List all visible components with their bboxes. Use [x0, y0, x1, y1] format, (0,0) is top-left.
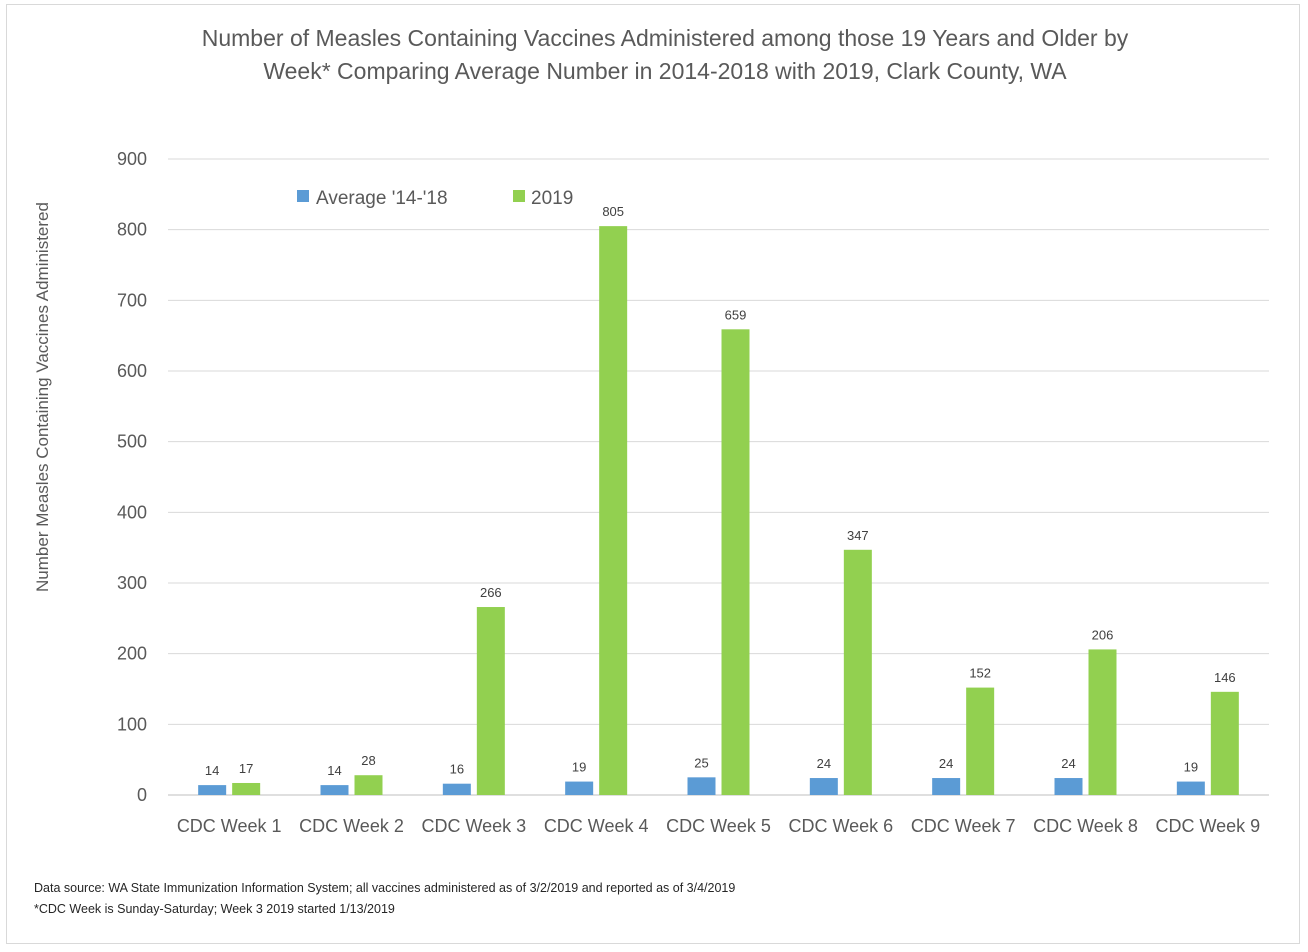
- data-label-2019-3: 266: [480, 585, 502, 600]
- bar-2019-3: [476, 607, 505, 795]
- y-tick-label: 200: [117, 644, 147, 664]
- y-tick-label: 600: [117, 361, 147, 381]
- x-category-label: CDC Week 2: [299, 816, 404, 836]
- bar-average-5: [687, 777, 716, 795]
- bar-average-9: [1176, 781, 1205, 795]
- chart-title-line-2: Week* Comparing Average Number in 2014-2…: [263, 58, 1067, 84]
- legend-swatch-2019: [513, 190, 525, 202]
- footnote: *CDC Week is Sunday-Saturday; Week 3 201…: [34, 902, 395, 916]
- data-label-average-9: 19: [1184, 760, 1198, 775]
- chart-title-line-1: Number of Measles Containing Vaccines Ad…: [201, 25, 1129, 51]
- x-category-label: CDC Week 5: [666, 816, 771, 836]
- data-label-2019-2: 28: [361, 753, 375, 768]
- bar-2019-2: [354, 775, 383, 795]
- data-label-average-5: 25: [694, 755, 708, 770]
- x-category-label: CDC Week 9: [1155, 816, 1260, 836]
- bar-2019-7: [966, 687, 995, 795]
- bar-2019-6: [843, 549, 872, 795]
- x-category-label: CDC Week 4: [544, 816, 649, 836]
- bars: [198, 226, 1239, 796]
- chart-frame: [6, 4, 1300, 944]
- data-label-average-3: 16: [450, 762, 464, 777]
- data-label-average-7: 24: [939, 756, 953, 771]
- x-category-label: CDC Week 6: [788, 816, 893, 836]
- y-tick-label: 0: [137, 785, 147, 805]
- bar-average-3: [442, 783, 471, 795]
- y-tick-label: 500: [117, 432, 147, 452]
- data-label-2019-9: 146: [1214, 670, 1236, 685]
- bar-average-8: [1054, 778, 1083, 795]
- data-label-average-2: 14: [327, 763, 341, 778]
- x-category-label: CDC Week 3: [421, 816, 526, 836]
- data-label-2019-5: 659: [725, 307, 747, 322]
- gridlines: [168, 158, 1269, 796]
- data-label-2019-6: 347: [847, 528, 869, 543]
- x-category-label: CDC Week 1: [177, 816, 282, 836]
- data-source-note: Data source: WA State Immunization Infor…: [34, 881, 736, 895]
- legend-label-average: Average '14-'18: [316, 188, 448, 209]
- y-tick-label: 900: [117, 149, 147, 169]
- data-label-average-8: 24: [1061, 756, 1075, 771]
- bar-average-2: [320, 785, 349, 795]
- y-axis-ticks: 0 100 200 300 400 500 600 700 800 900: [117, 149, 147, 805]
- data-labels: 14 17 14 28 16 266 19 805 25 659 24 347 24 152 24 206 19…: [205, 204, 1236, 778]
- legend-label-2019: 2019: [531, 188, 573, 209]
- bar-chart: 0 100 200 300 400 500 600 700 800 900 14 17 14 28 16 2…: [33, 149, 1269, 836]
- bar-2019-8: [1088, 649, 1117, 795]
- y-tick-label: 100: [117, 714, 147, 734]
- data-label-2019-8: 206: [1092, 627, 1114, 642]
- legend-swatch-average: [297, 190, 309, 202]
- data-label-2019-4: 805: [602, 204, 624, 219]
- x-category-label: CDC Week 7: [911, 816, 1016, 836]
- bar-average-7: [932, 778, 961, 795]
- bar-2019-4: [599, 226, 628, 796]
- data-label-2019-7: 152: [969, 666, 991, 681]
- bar-average-4: [565, 781, 594, 795]
- y-tick-label: 300: [117, 573, 147, 593]
- y-tick-label: 800: [117, 220, 147, 240]
- chart-title: Number of Measles Containing Vaccines Ad…: [60, 22, 1270, 88]
- data-label-average-4: 19: [572, 760, 586, 775]
- x-category-label: CDC Week 8: [1033, 816, 1138, 836]
- x-axis-categories: CDC Week 1 CDC Week 2 CDC Week 3 CDC Week 4…: [177, 816, 1260, 836]
- bar-average-1: [198, 785, 227, 795]
- bar-average-6: [809, 778, 838, 795]
- legend: Average '14-'18 2019: [297, 188, 573, 209]
- y-tick-label: 700: [117, 290, 147, 310]
- bar-2019-9: [1210, 691, 1239, 795]
- bar-2019-5: [721, 329, 750, 795]
- y-axis-label: Number Measles Containing Vaccines Admin…: [33, 202, 52, 592]
- y-tick-label: 400: [117, 502, 147, 522]
- chart-notes: Data source: WA State Immunization Infor…: [34, 878, 735, 920]
- bar-2019-1: [232, 782, 261, 795]
- data-label-2019-1: 17: [239, 761, 253, 776]
- data-label-average-6: 24: [817, 756, 831, 771]
- data-label-average-1: 14: [205, 763, 219, 778]
